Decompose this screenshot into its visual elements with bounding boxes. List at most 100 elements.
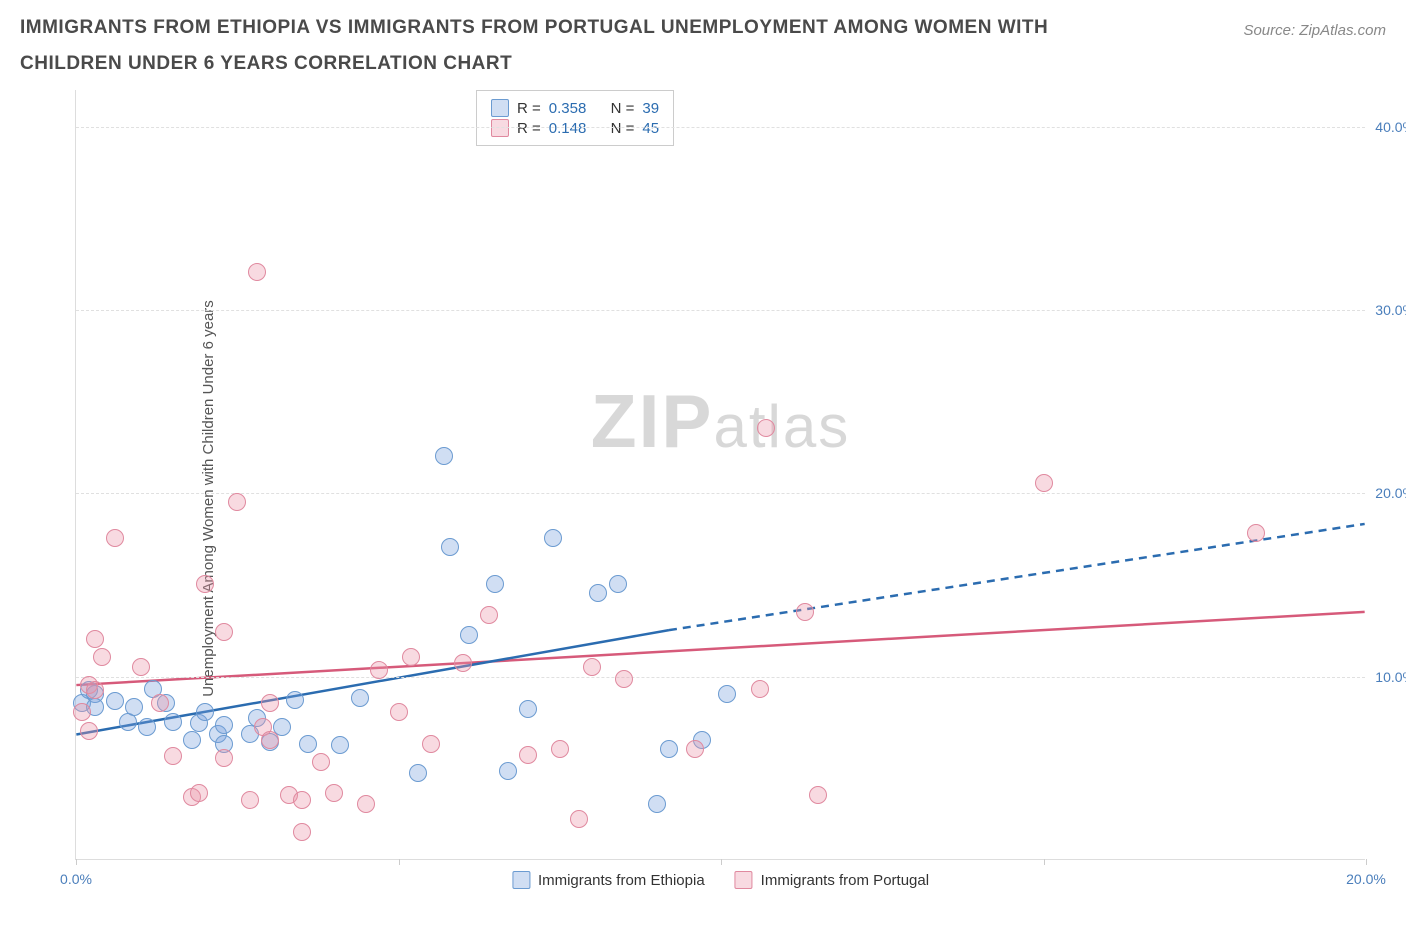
data-point [86,681,104,699]
data-point [583,658,601,676]
data-point [331,736,349,754]
data-point [351,689,369,707]
data-point [241,791,259,809]
data-point [93,648,111,666]
data-point [796,603,814,621]
bottom-swatch-portugal [735,871,753,889]
data-point [215,749,233,767]
data-point [454,654,472,672]
bottom-legend-ethiopia: Immigrants from Ethiopia [512,871,705,889]
data-point [106,692,124,710]
bottom-label-portugal: Immigrants from Portugal [761,872,929,889]
bottom-swatch-ethiopia [512,871,530,889]
data-point [215,623,233,641]
gridline [76,127,1365,128]
legend-row-ethiopia: R = 0.358 N = 39 [491,99,659,117]
legend-swatch-ethiopia [491,99,509,117]
data-point [215,716,233,734]
data-point [718,685,736,703]
data-point [370,661,388,679]
data-point [544,529,562,547]
data-point [196,703,214,721]
data-point [486,575,504,593]
data-point [570,810,588,828]
watermark-atlas: atlas [713,393,850,460]
data-point [686,740,704,758]
gridline [76,677,1365,678]
gridline [76,310,1365,311]
data-point [757,419,775,437]
data-point [1247,524,1265,542]
data-point [660,740,678,758]
x-tick-minor [1044,859,1045,865]
data-point [422,735,440,753]
data-point [293,791,311,809]
data-point [190,784,208,802]
data-point [196,575,214,593]
x-tick-label: 0.0% [60,871,92,887]
data-point [751,680,769,698]
data-point [435,447,453,465]
data-point [480,606,498,624]
chart-container: Unemployment Among Women with Children U… [20,90,1386,920]
data-point [261,731,279,749]
data-point [441,538,459,556]
data-point [106,529,124,547]
n-label: N = [611,100,635,117]
data-point [589,584,607,602]
data-point [312,753,330,771]
data-point [151,694,169,712]
x-tick-minor [399,859,400,865]
correlation-legend: R = 0.358 N = 39 R = 0.148 N = 45 [476,90,674,146]
y-tick-label: 30.0% [1375,302,1406,318]
data-point [551,740,569,758]
data-point [73,703,91,721]
chart-title: IMMIGRANTS FROM ETHIOPIA VS IMMIGRANTS F… [20,10,1120,82]
data-point [1035,474,1053,492]
data-point [132,658,150,676]
data-point [183,731,201,749]
data-point [809,786,827,804]
r-label: R = [517,100,541,117]
data-point [325,784,343,802]
data-point [519,746,537,764]
data-point [261,694,279,712]
data-point [125,698,143,716]
data-point [648,795,666,813]
watermark-zip: ZIP [591,379,714,463]
x-tick [721,859,722,865]
data-point [460,626,478,644]
data-point [299,735,317,753]
data-point [164,747,182,765]
data-point [357,795,375,813]
bottom-label-ethiopia: Immigrants from Ethiopia [538,872,705,889]
n-value-portugal: 45 [642,120,659,137]
trend-line [76,612,1364,685]
y-tick-label: 20.0% [1375,485,1406,501]
data-point [138,718,156,736]
data-point [609,575,627,593]
n-value-ethiopia: 39 [642,100,659,117]
data-point [248,263,266,281]
data-point [409,764,427,782]
data-point [164,713,182,731]
data-point [86,630,104,648]
data-point [80,722,98,740]
scatter-plot: ZIPatlas R = 0.358 N = 39 R = 0.148 N = … [75,90,1365,860]
data-point [519,700,537,718]
data-point [390,703,408,721]
x-tick-label: 20.0% [1346,871,1386,887]
legend-row-portugal: R = 0.148 N = 45 [491,119,659,137]
data-point [402,648,420,666]
bottom-legend: Immigrants from Ethiopia Immigrants from… [512,871,929,889]
r-value-ethiopia: 0.358 [549,100,587,117]
y-tick-label: 10.0% [1375,669,1406,685]
r-label: R = [517,120,541,137]
source-credit: Source: ZipAtlas.com [1243,22,1386,39]
watermark: ZIPatlas [591,378,850,464]
bottom-legend-portugal: Immigrants from Portugal [735,871,929,889]
legend-swatch-portugal [491,119,509,137]
gridline [76,493,1365,494]
n-label: N = [611,120,635,137]
data-point [499,762,517,780]
